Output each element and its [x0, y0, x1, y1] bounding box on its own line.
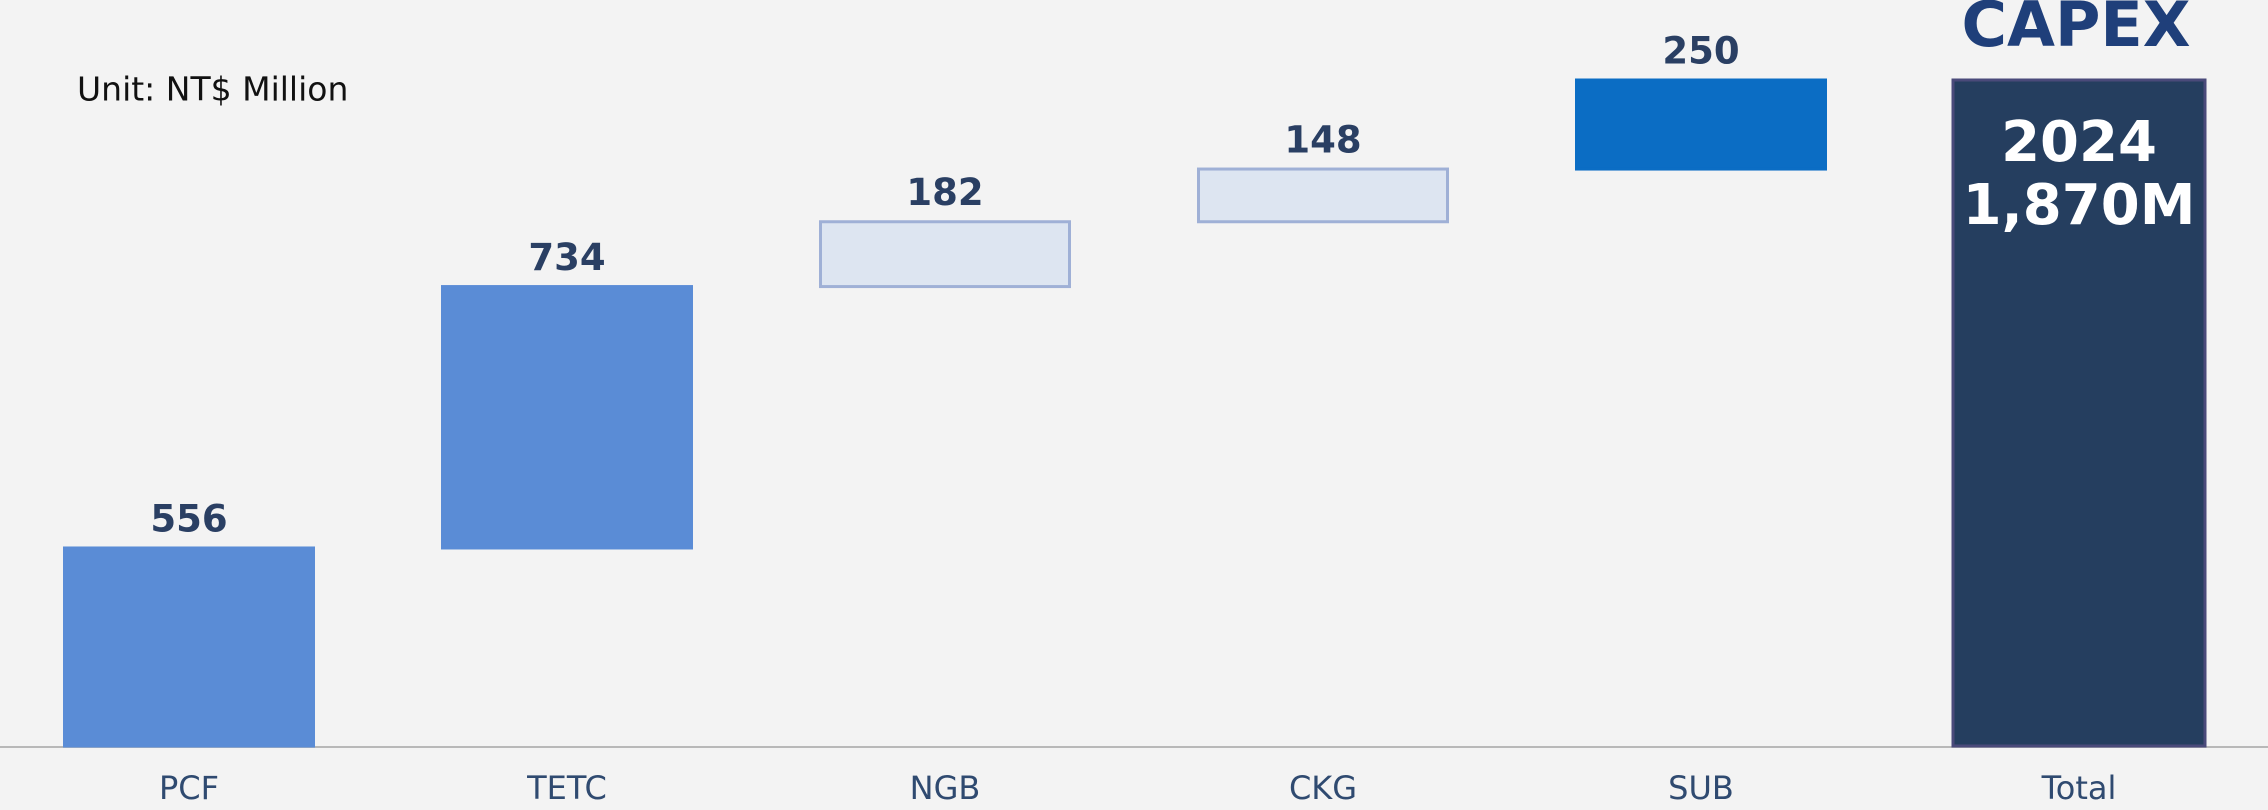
chart-title: CAPEX: [1961, 0, 2190, 61]
x-tick-label: Total: [2041, 769, 2117, 807]
total-year: 2024: [2001, 110, 2157, 175]
bar: [819, 220, 1071, 289]
x-tick-label: SUB: [1668, 769, 1734, 807]
unit-label: Unit: NT$ Million: [77, 70, 348, 109]
value-label: 182: [906, 171, 983, 214]
value-label: 148: [1284, 119, 1361, 162]
x-tick-label: CKG: [1289, 769, 1357, 807]
bar: [63, 546, 315, 748]
value-label: 250: [1662, 30, 1739, 73]
value-label: 734: [528, 236, 605, 279]
x-tick-label: PCF: [159, 769, 219, 807]
x-tick-label: TETC: [526, 769, 607, 807]
value-label: 556: [150, 497, 227, 540]
bar: [1575, 78, 1827, 171]
x-tick-label: NGB: [910, 769, 981, 807]
bar: [1197, 167, 1449, 224]
bar: [441, 285, 693, 550]
total-bar: [1951, 78, 2207, 748]
total-value-label: 1,870M: [1963, 173, 2196, 238]
